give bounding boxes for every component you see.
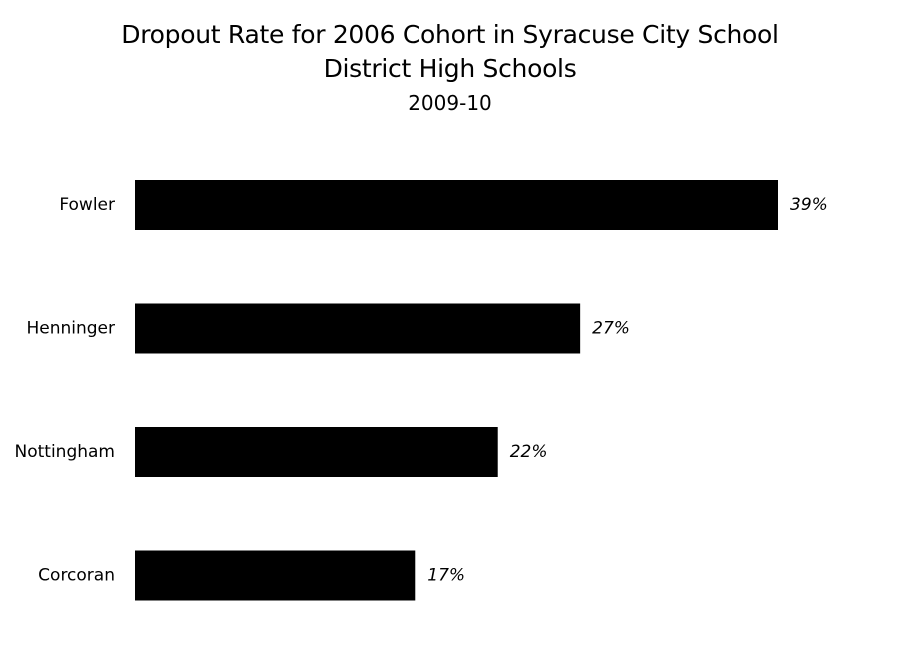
value-label-henninger: 27% <box>592 319 630 339</box>
chart-title-block: Dropout Rate for 2006 Cohort in Syracuse… <box>0 18 900 118</box>
value-label-fowler: 39% <box>790 195 828 215</box>
category-label-corcoran: Corcoran <box>38 566 115 586</box>
bar-nottingham <box>135 427 498 477</box>
chart-title-line-2: District High Schools <box>323 54 577 83</box>
category-label-nottingham: Nottingham <box>15 442 116 462</box>
value-label-nottingham: 22% <box>510 442 548 462</box>
bar-fowler <box>135 180 778 230</box>
category-label-fowler: Fowler <box>59 195 115 215</box>
chart-subtitle: 2009-10 <box>408 91 492 115</box>
value-label-corcoran: 17% <box>427 566 465 586</box>
bar-corcoran <box>135 550 416 601</box>
bar-henninger <box>135 303 581 354</box>
chart-title-line-1: Dropout Rate for 2006 Cohort in Syracuse… <box>121 20 779 49</box>
category-label-henninger: Henninger <box>26 319 115 339</box>
